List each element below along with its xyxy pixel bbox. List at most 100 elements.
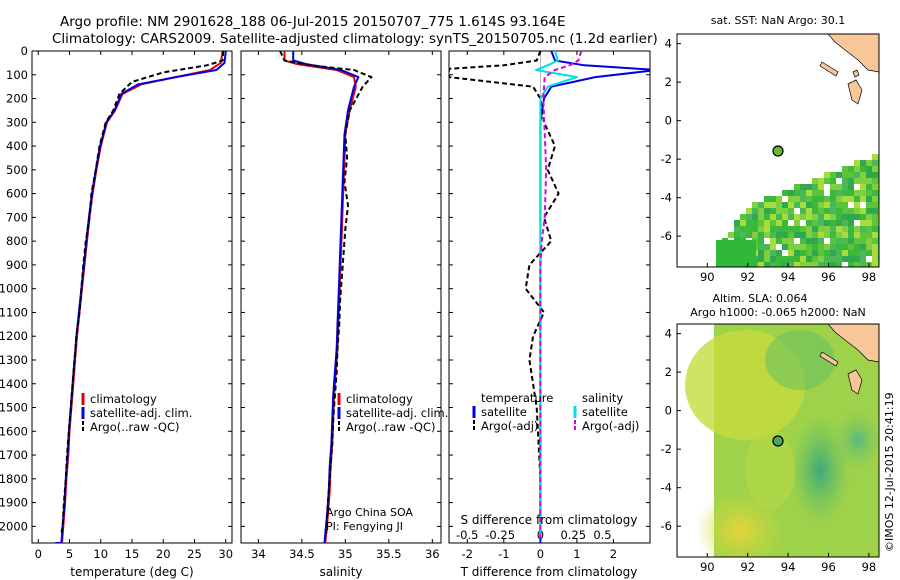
sst-cell <box>788 196 794 202</box>
legend-sal-satellite-label: satellite <box>582 405 628 419</box>
sumatra-coast <box>827 324 879 363</box>
sla-map-frame <box>676 323 880 558</box>
sst-cell <box>854 196 860 202</box>
sst-cell <box>764 256 770 262</box>
y-tick-label: 800 <box>6 234 28 248</box>
sst-cell <box>830 208 836 214</box>
sst-cell <box>812 208 818 214</box>
map-y-tick-label: 2 <box>665 365 672 379</box>
sst-cell <box>830 202 836 208</box>
legend-satellite-label: satellite-adj. clim. <box>346 406 448 420</box>
y-tick-label: 200 <box>6 92 28 106</box>
sst-cell <box>818 244 824 250</box>
legend-climatology-label: climatology <box>346 392 413 406</box>
y-tick-label: 1500 <box>0 401 28 415</box>
sst-cell <box>770 202 776 208</box>
sst-cell <box>782 208 788 214</box>
sst-cell <box>866 202 872 208</box>
x-tick-label: 25 <box>187 547 202 561</box>
sst-cell <box>824 202 830 208</box>
sst-cell <box>758 220 764 226</box>
sst-cell <box>824 172 830 178</box>
sst-cell <box>782 220 788 226</box>
sst-cell <box>770 214 776 220</box>
map-y-tick-label: -6 <box>661 519 672 533</box>
y-tick-label: 100 <box>6 68 28 82</box>
temperature-y-ticks: 0 100 200 300 400 500 600 700 800 900 1000 1100 1200… <box>0 44 232 533</box>
sst-cell <box>860 232 866 238</box>
sst-cell <box>782 190 788 196</box>
sst-cell <box>830 178 836 184</box>
sst-cell <box>776 208 782 214</box>
sst-cell <box>764 208 770 214</box>
sst-cell <box>818 178 824 184</box>
map-y-tick-label: -4 <box>661 191 672 205</box>
sst-cell <box>800 202 806 208</box>
map-x-tick-label: 92 <box>740 270 755 284</box>
sst-cell <box>872 232 878 238</box>
sst-cell <box>866 214 872 220</box>
sst-cell <box>812 262 818 267</box>
sst-cell <box>836 256 842 262</box>
sst-cell <box>854 160 860 166</box>
sst-cell <box>872 166 878 172</box>
sst-map-title: sat. SST: NaN Argo: 30.1 <box>711 14 845 27</box>
sst-cell <box>842 256 848 262</box>
sla-map-title-line1: Altim. SLA: 0.064 <box>712 292 807 305</box>
sst-cell <box>872 238 878 244</box>
sst-cell <box>800 214 806 220</box>
sst-cell <box>836 214 842 220</box>
series-line-temperature-argo-adj- <box>449 51 560 539</box>
sst-cell <box>806 208 812 214</box>
sst-cell <box>812 226 818 232</box>
sst-cell <box>752 232 758 238</box>
sst-cell <box>764 262 770 267</box>
y-tick-label: 1600 <box>0 424 28 438</box>
sst-cell <box>872 220 878 226</box>
map-y-tick-label: -2 <box>661 442 672 456</box>
sst-cell <box>830 262 836 267</box>
legend-temperature-heading: temperature <box>481 391 553 405</box>
sst-cell <box>758 256 764 262</box>
sst-cell <box>848 190 854 196</box>
sst-cell <box>866 238 872 244</box>
sst-cell <box>860 160 866 166</box>
y-tick-label: 1000 <box>0 282 28 296</box>
temperature-difference-label: T difference from climatology <box>460 565 638 579</box>
x-tick-label: 5 <box>66 547 73 561</box>
sst-cell <box>770 244 776 250</box>
sst-cell <box>788 250 794 256</box>
map-y-tick-label: 4 <box>665 37 672 51</box>
difference-x-ticks: -2 -1 0 1 2 <box>449 50 650 561</box>
island-shape <box>852 69 860 78</box>
sst-cell <box>860 184 866 190</box>
sst-cell <box>788 190 794 196</box>
sst-cell <box>836 220 842 226</box>
data-provider-line1: Argo China SOA <box>326 506 413 519</box>
sst-cell <box>854 208 860 214</box>
sst-cell <box>782 262 788 267</box>
sst-cell <box>794 250 800 256</box>
salinity-axes-frame <box>240 50 442 544</box>
sst-cell <box>836 172 842 178</box>
sumatra-coast <box>827 34 879 73</box>
sst-land <box>819 34 879 105</box>
sst-cell <box>782 238 788 244</box>
sst-cell <box>818 238 824 244</box>
sst-cell <box>818 250 824 256</box>
sst-cell <box>860 238 866 244</box>
sst-cell <box>794 214 800 220</box>
map-y-tick-label: -6 <box>661 229 672 243</box>
legend-salinity-heading: salinity <box>582 391 623 405</box>
sst-cell <box>824 220 830 226</box>
sst-cell <box>866 208 872 214</box>
sst-cell <box>842 202 848 208</box>
sst-cell <box>872 178 878 184</box>
sst-cell <box>860 172 866 178</box>
map-x-tick-label: 94 <box>781 270 796 284</box>
y-tick-label: 1900 <box>0 496 28 510</box>
salinity-diff-tick-label: -0.5 <box>456 528 478 542</box>
sst-cell <box>746 232 752 238</box>
sst-cell <box>740 226 746 232</box>
